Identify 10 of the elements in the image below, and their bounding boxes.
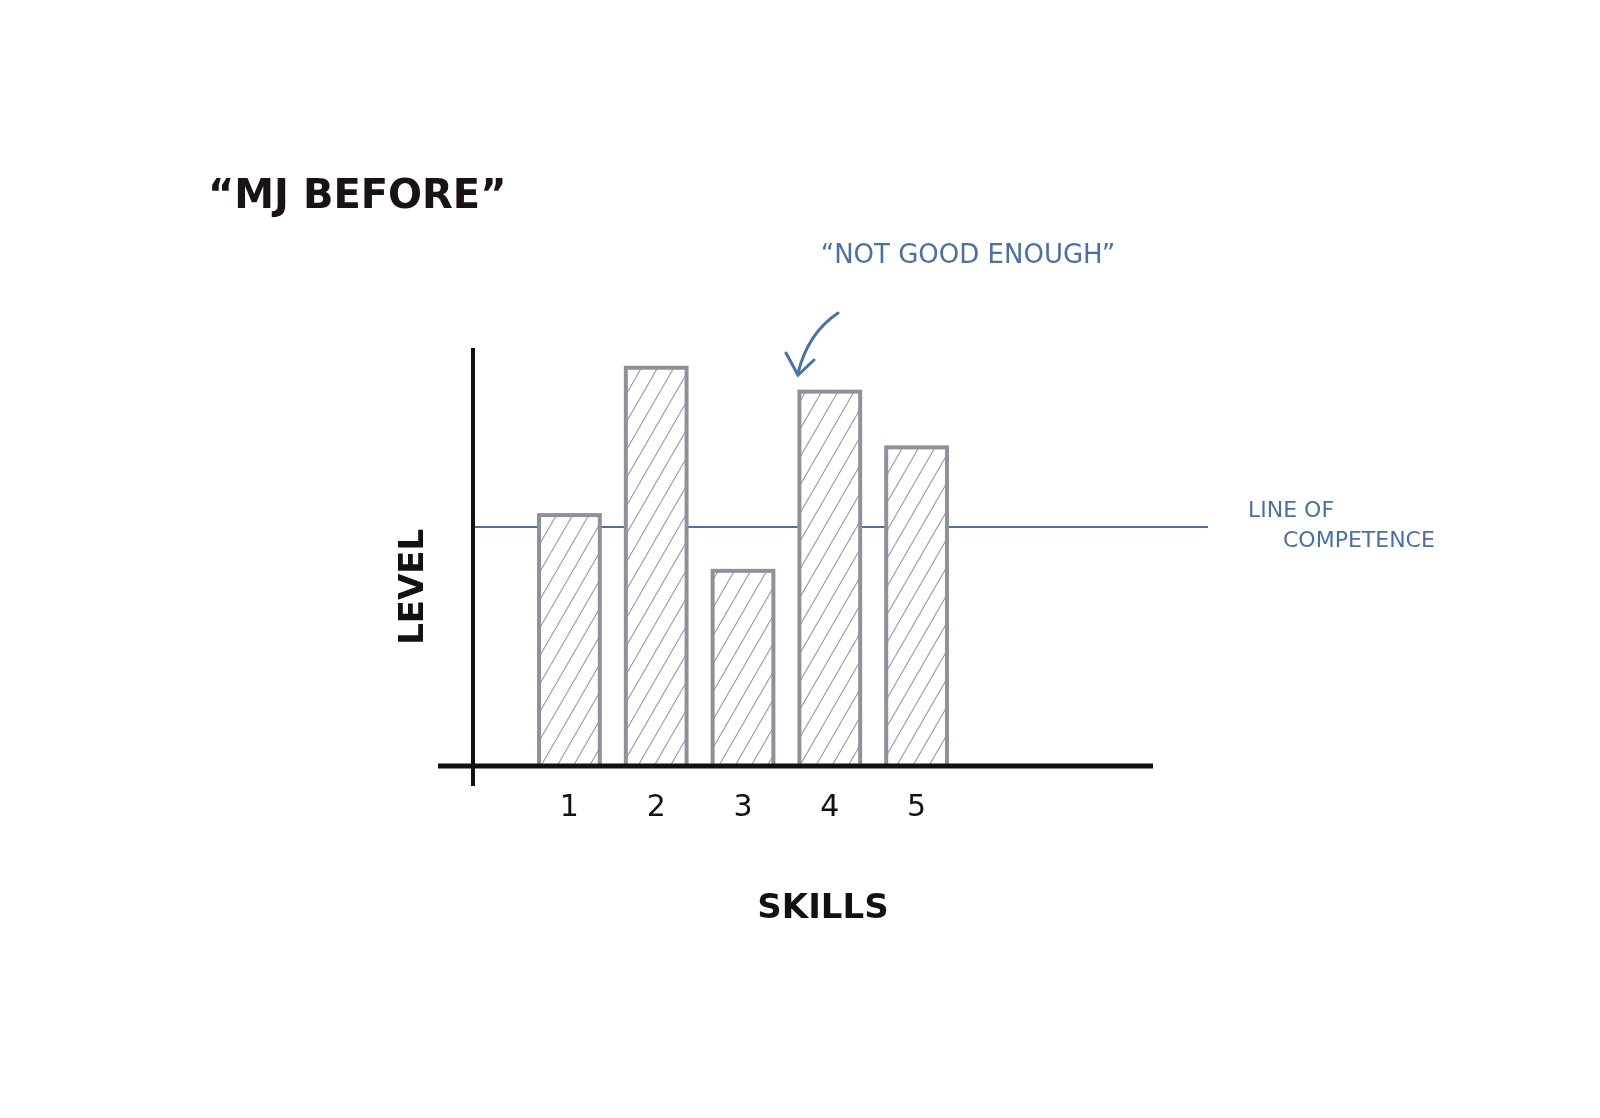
x-tick-label: 1 <box>559 788 579 823</box>
chart-title: “MJ BEFORE” <box>208 171 507 217</box>
text: “NOT GOOD ENOUGH” <box>820 239 1116 269</box>
x-tick-label: 5 <box>907 788 927 823</box>
ref-line-label: LINE OF COMPETENCE <box>1248 497 1435 553</box>
y-axis-title: LEVEL <box>391 528 431 645</box>
x-tick-label: 3 <box>733 788 753 823</box>
x-tick-label: 2 <box>646 788 666 823</box>
x-tick-label: 4 <box>820 788 840 823</box>
x-axis-title: SKILLS <box>757 886 889 926</box>
